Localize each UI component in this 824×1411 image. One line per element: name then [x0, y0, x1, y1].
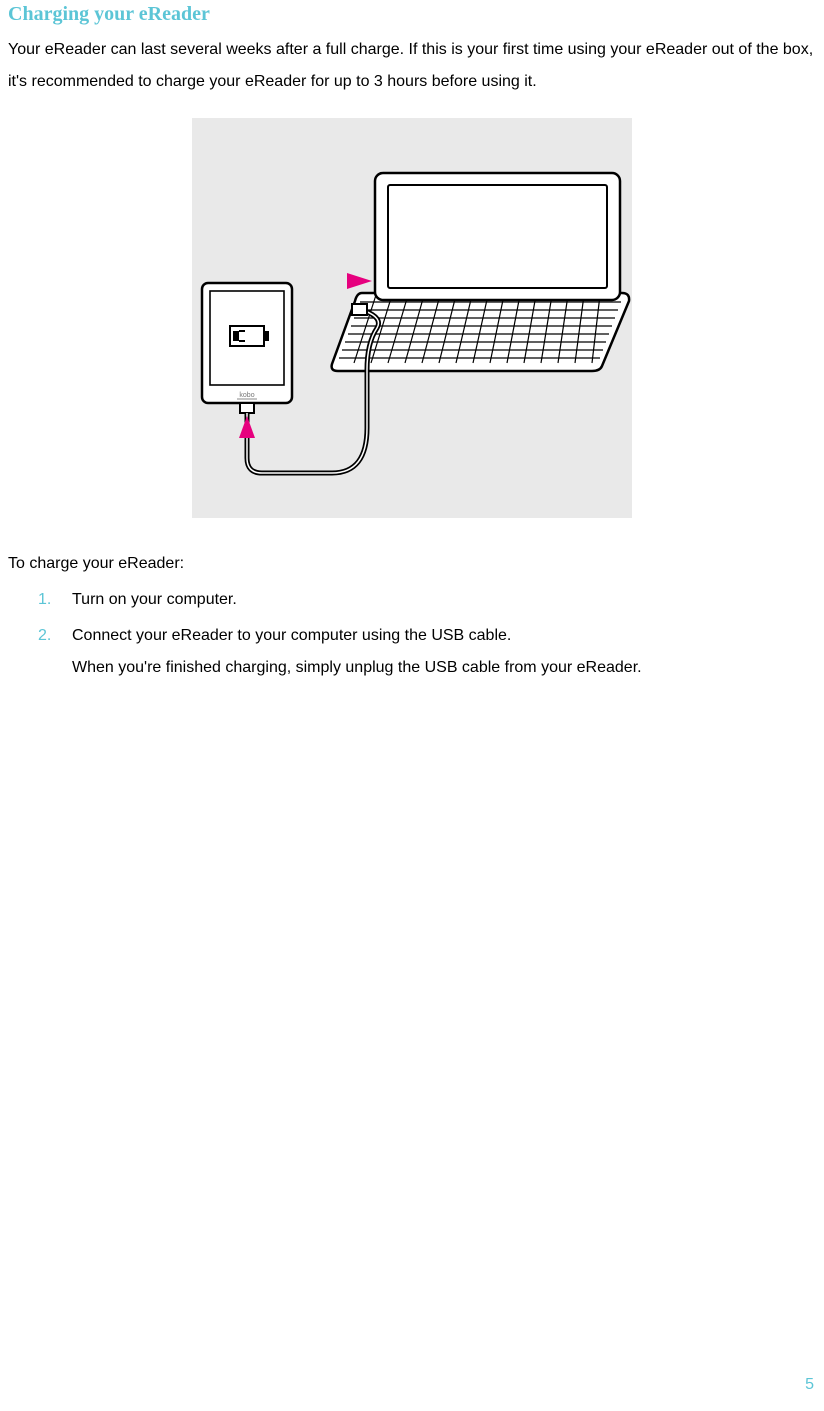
step-text: Turn on your computer.	[72, 584, 816, 616]
charging-diagram: kobo	[192, 118, 632, 518]
steps-lead: To charge your eReader:	[8, 548, 816, 580]
ereader-brand-label: kobo	[239, 392, 254, 399]
diagram-svg: kobo	[192, 118, 632, 518]
intro-paragraph: Your eReader can last several weeks afte…	[8, 34, 816, 98]
step-subtext: When you're finished charging, simply un…	[72, 652, 816, 684]
page-number: 5	[805, 1369, 814, 1401]
steps-list: Turn on your computer. Connect your eRea…	[38, 584, 816, 684]
list-item: Turn on your computer.	[38, 584, 816, 616]
laptop-icon	[332, 173, 630, 371]
step-text: Connect your eReader to your computer us…	[72, 620, 816, 652]
list-item: Connect your eReader to your computer us…	[38, 620, 816, 684]
battery-icon	[230, 326, 269, 346]
ereader-icon: kobo	[202, 283, 292, 403]
section-heading: Charging your eReader	[8, 0, 816, 28]
